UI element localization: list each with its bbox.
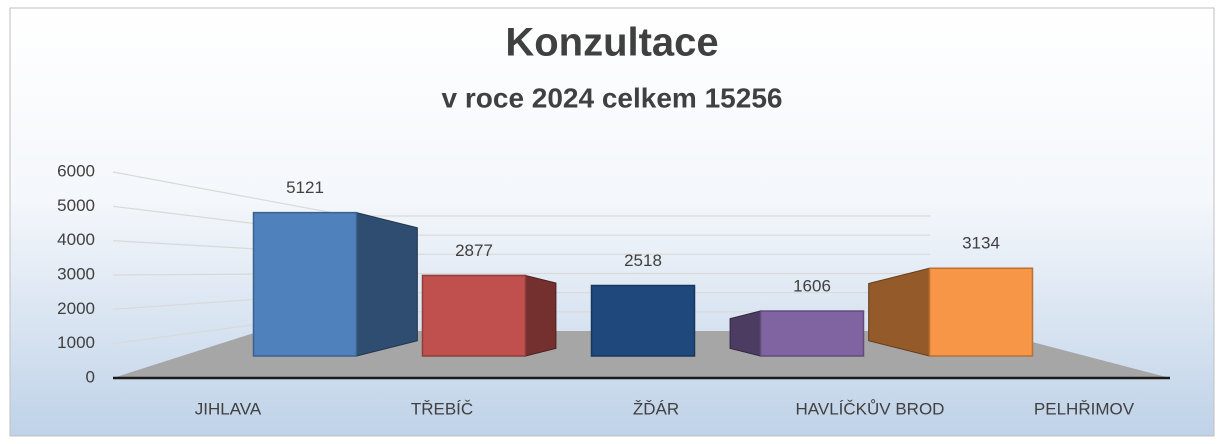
x-tick-label: PELHŘIMOV (1034, 399, 1135, 418)
data-label: 3134 (962, 234, 1000, 253)
y-tick-label: 5000 (57, 196, 95, 215)
bar-side (868, 267, 930, 357)
y-tick-label: 3000 (57, 264, 95, 283)
x-tick-label: JIHLAVA (195, 399, 262, 418)
bar (928, 267, 1034, 357)
bar (252, 211, 358, 357)
x-tick-label: ŽĎÁR (633, 399, 679, 418)
x-tick-label: TŘEBÍČ (411, 399, 473, 418)
x-tick-label: HAVLÍČKŮV BROD (796, 399, 945, 418)
data-label: 5121 (286, 178, 324, 197)
bar-side (525, 274, 557, 357)
bar (590, 284, 696, 357)
y-tick-label: 0 (86, 367, 95, 386)
y-tick-label: 6000 (57, 161, 95, 180)
bar-side (356, 211, 418, 357)
data-label: 1606 (793, 277, 831, 296)
bar-side (729, 310, 761, 357)
y-tick-label: 4000 (57, 230, 95, 249)
y-tick-label: 1000 (57, 333, 95, 352)
data-label: 2518 (624, 251, 662, 270)
y-tick-label: 2000 (57, 299, 95, 318)
data-label: 2877 (455, 241, 493, 260)
chart-subtitle: v roce 2024 celkem 15256 (442, 82, 783, 113)
bar (421, 274, 527, 357)
chart-title: Konzultace (505, 21, 718, 65)
bar (759, 310, 865, 357)
